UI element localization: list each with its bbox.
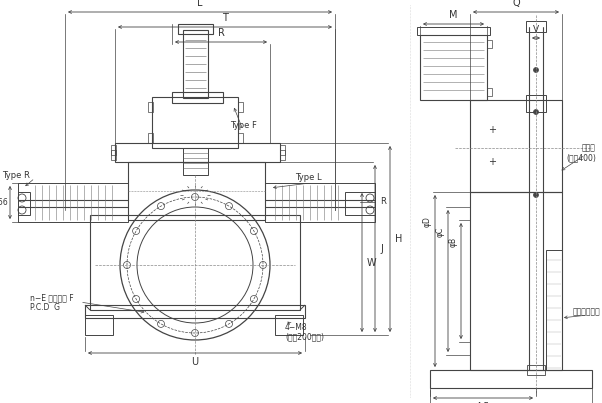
Bar [430,370,592,388]
Text: +: + [488,157,496,167]
Text: シールサイド: シールサイド [573,307,600,316]
Bar [183,30,208,98]
Text: T: T [222,13,228,23]
Bar [265,183,375,222]
Text: L: L [197,0,203,8]
Bar [546,250,562,370]
Text: V: V [533,25,539,34]
Bar [178,24,213,34]
Bar [487,40,492,48]
Text: M: M [449,10,458,20]
Text: 補強板: 補強板 [582,143,596,152]
Text: J: J [380,243,383,253]
Text: P.C.D  G: P.C.D G [30,303,60,312]
Circle shape [533,193,539,197]
Text: R: R [217,28,225,38]
Bar [18,183,128,222]
Text: (口径200以上): (口径200以上) [285,332,324,341]
Text: 4−M8: 4−M8 [285,324,308,332]
Bar [128,162,265,220]
Text: n−E ネジ穴さ F: n−E ネジ穴さ F [30,293,73,303]
Text: U: U [191,357,199,367]
Bar [526,95,546,112]
Bar [238,133,243,143]
Bar [470,100,562,192]
Bar [280,150,285,160]
Circle shape [533,67,539,73]
Text: (口径400): (口径400) [566,154,596,162]
Bar [172,92,223,103]
Bar [90,215,300,310]
Text: φC: φC [436,227,445,237]
Bar [111,150,116,160]
Bar [527,365,545,375]
Text: Type R: Type R [2,170,30,179]
Bar [18,192,30,215]
Circle shape [533,110,539,114]
Bar [111,145,116,155]
Text: +: + [488,125,496,135]
Text: φ56: φ56 [0,198,8,207]
Bar [148,133,153,143]
Text: H: H [395,234,402,244]
Bar [238,102,243,112]
Bar [526,21,546,32]
Bar [280,145,285,155]
Bar [183,148,208,175]
Text: R: R [380,197,386,206]
Text: Type L: Type L [295,174,321,183]
Text: Type F: Type F [230,120,257,129]
Bar [115,143,280,162]
Bar [417,27,490,35]
Bar [85,315,113,335]
Text: Q: Q [512,0,520,8]
Bar [275,315,303,335]
Bar [487,88,492,96]
Text: W: W [367,258,377,268]
Bar [152,97,238,148]
Bar [148,102,153,112]
Bar [345,192,375,215]
Text: 4.5: 4.5 [476,402,490,403]
Bar [420,35,487,100]
Bar [85,305,305,318]
Text: φB: φB [449,237,458,247]
Text: φD: φD [423,216,432,227]
Bar [470,192,562,370]
